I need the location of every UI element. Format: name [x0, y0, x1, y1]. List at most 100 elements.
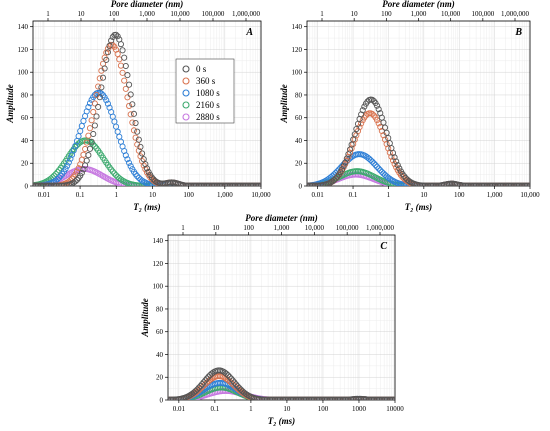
- data-point: [95, 83, 102, 90]
- y-tick-label: 20: [21, 160, 29, 168]
- data-point: [401, 173, 408, 180]
- x-tick-label: 0.01: [38, 191, 51, 199]
- data-point: [91, 122, 98, 129]
- x-tick-label: 1: [249, 405, 253, 413]
- data-point: [80, 117, 87, 124]
- data-point: [234, 383, 241, 390]
- data-point: [386, 175, 393, 182]
- y-tick-label: 80: [21, 91, 29, 99]
- data-point: [367, 157, 374, 164]
- data-point: [393, 158, 400, 165]
- data-point: [359, 107, 366, 114]
- data-point: [195, 384, 202, 391]
- top-tick-label: 100: [381, 10, 392, 18]
- y-tick-label: 40: [21, 137, 29, 145]
- data-point: [340, 163, 347, 170]
- x-tick-label: 10: [149, 191, 157, 199]
- data-point: [366, 155, 373, 162]
- data-point: [124, 156, 131, 163]
- data-point: [130, 127, 138, 134]
- data-point: [345, 153, 352, 160]
- top-tick-label: 1,000,000: [366, 224, 395, 232]
- data-point: [231, 382, 238, 389]
- data-point: [377, 167, 384, 174]
- x-tick-label: 100: [183, 191, 194, 199]
- data-point: [95, 103, 102, 111]
- data-point: [236, 384, 243, 392]
- data-point: [374, 102, 381, 109]
- x-tick-label: 1: [387, 191, 391, 199]
- data-point: [122, 152, 129, 159]
- y-tick-label: 100: [18, 69, 29, 77]
- y-axis-title: Amplitude: [279, 84, 289, 124]
- data-point: [145, 168, 152, 176]
- legend-marker: [182, 113, 190, 121]
- y-tick-label: 140: [292, 23, 303, 31]
- top-tick-label: 1: [46, 10, 50, 18]
- data-point: [375, 106, 382, 113]
- x-tick-label: 0.01: [312, 191, 325, 199]
- data-point: [374, 117, 381, 124]
- data-point: [350, 136, 357, 143]
- data-point: [85, 104, 92, 111]
- x-tick-label: 0.1: [349, 191, 358, 199]
- data-point: [80, 151, 87, 158]
- data-point: [526, 182, 530, 186]
- top-tick-label: 100,000: [471, 10, 494, 18]
- data-point: [78, 169, 85, 176]
- chart-panel-a: 0.01 0.1 1 10 100 1,000 10,000 1 10 100 1,000 10,00…: [5, 0, 271, 212]
- data-point: [192, 388, 199, 395]
- data-point: [124, 94, 131, 101]
- data-point: [369, 96, 376, 103]
- data-point: [139, 150, 146, 157]
- data-point: [137, 143, 144, 150]
- x-tick-label: 10000: [386, 405, 404, 413]
- data-point: [104, 100, 111, 107]
- data-point: [134, 173, 141, 180]
- data-point: [242, 390, 249, 397]
- data-point: [127, 91, 134, 98]
- data-point: [103, 56, 110, 63]
- x-tick-label: 100: [318, 405, 329, 413]
- top-tick-label: 10: [212, 224, 220, 232]
- data-point: [198, 381, 206, 388]
- data-point: [200, 382, 207, 389]
- data-point: [374, 163, 381, 170]
- data-point: [148, 174, 155, 181]
- chart-panel-b: 0.01 0.1 1 10 100 1,000 10,000 1 10 100 1,000 10,00…: [279, 0, 540, 212]
- legend: 0 s 360 s 1080 s 2160 s 2880 s: [175, 58, 235, 124]
- panel-label: C: [380, 241, 387, 252]
- data-point: [83, 157, 90, 164]
- data-point: [229, 377, 236, 384]
- x-tick-label: 0.1: [210, 405, 219, 413]
- data-point: [346, 146, 354, 153]
- data-point: [226, 373, 233, 380]
- data-point: [369, 110, 376, 118]
- data-point: [397, 172, 405, 179]
- data-point: [114, 128, 121, 135]
- top-tick-label: 10: [78, 10, 86, 18]
- y-axis-title: Amplitude: [140, 298, 150, 338]
- legend-marker: [182, 65, 190, 73]
- data-point: [228, 375, 235, 382]
- data-point: [351, 131, 358, 138]
- data-point: [224, 372, 232, 379]
- data-point: [152, 177, 159, 184]
- data-point: [388, 396, 395, 400]
- data-point: [72, 178, 79, 185]
- data-point: [256, 182, 261, 186]
- data-point: [124, 72, 131, 79]
- data-point: [370, 97, 377, 105]
- data-point: [369, 158, 376, 165]
- data-point: [396, 165, 403, 172]
- data-point: [86, 145, 94, 152]
- data-point: [121, 77, 128, 84]
- y-tick-label: 0: [25, 183, 29, 191]
- data-point: [132, 119, 139, 127]
- y-tick-label: 60: [156, 328, 164, 336]
- data-point: [67, 155, 74, 162]
- data-point: [391, 396, 395, 400]
- data-point: [82, 145, 89, 153]
- data-point: [56, 174, 63, 181]
